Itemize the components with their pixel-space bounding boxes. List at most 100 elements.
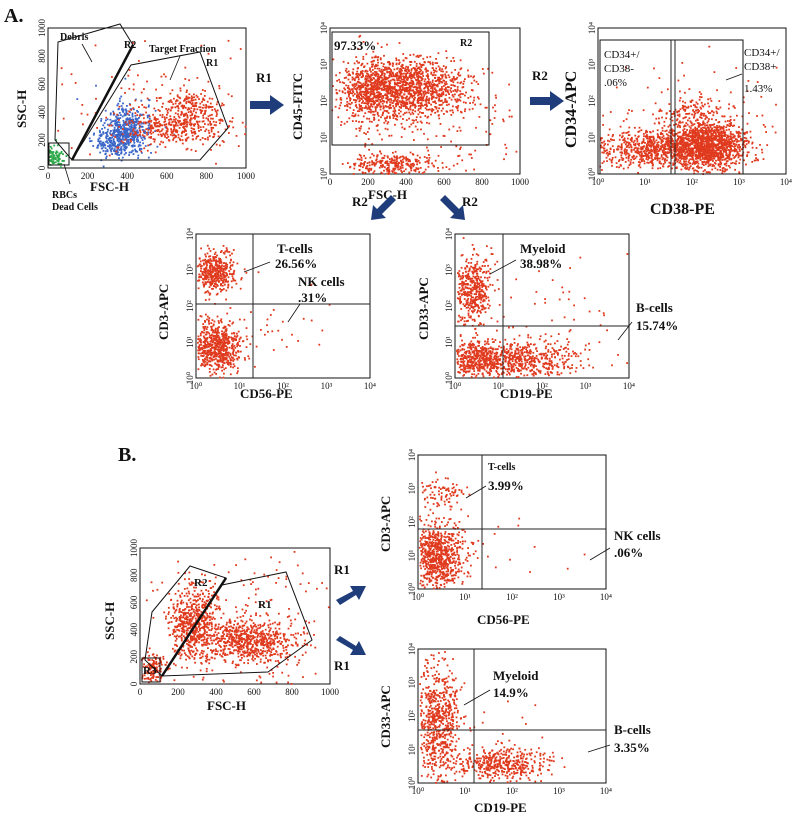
data-point [726,155,729,157]
data-point [371,153,374,155]
data-point [739,132,742,135]
data-point [415,73,418,76]
data-point [357,86,360,88]
data-point [682,163,685,165]
data-point [459,129,462,132]
data-point [415,167,418,169]
data-point [115,115,117,118]
data-point [470,89,473,91]
data-point [702,112,704,115]
data-point [400,81,403,83]
data-point [368,127,370,130]
data-point [376,80,378,82]
data-point [230,95,233,98]
data-point [347,90,349,93]
data-point [209,106,211,108]
data-point [440,70,443,73]
data-point [192,110,195,113]
data-point [694,169,697,172]
data-point [114,129,117,132]
data-point [169,109,172,112]
data-point [707,155,710,158]
data-point [721,132,723,135]
data-point [130,109,133,111]
data-point [705,155,708,157]
data-point [671,137,673,140]
data-point [74,82,77,84]
data-point [389,117,391,119]
data-point [131,132,134,134]
data-point [184,129,187,132]
data-point [389,103,392,106]
data-point [360,86,363,88]
x-tick-label: 400 [399,177,413,187]
data-point [411,104,414,107]
data-point [62,117,65,120]
data-point [384,69,386,71]
data-point [438,97,441,100]
data-point [420,121,423,124]
data-point [380,171,383,174]
data-point [736,151,739,154]
data-point [54,156,57,159]
data-point [366,98,369,100]
data-point [398,112,400,115]
data-point [379,150,382,153]
data-point [170,99,172,102]
data-point [415,159,417,162]
data-point [364,86,367,89]
data-point [452,164,455,167]
data-point [721,170,724,173]
data-point [424,92,427,95]
data-point [737,146,739,149]
data-point [381,102,384,105]
data-point [457,105,460,107]
data-point [391,157,393,160]
data-point [174,118,177,120]
data-point [395,162,397,165]
data-point [414,170,417,173]
data-point [715,154,718,157]
data-point [409,54,412,56]
data-point [377,77,380,79]
data-point [116,104,119,107]
data-point [416,87,418,89]
data-point [386,172,389,175]
data-point [100,147,103,150]
data-point [168,118,170,121]
data-point [244,125,247,128]
data-point [215,143,218,146]
data-point [126,105,128,107]
data-point [470,157,473,159]
data-point [136,114,139,117]
data-point [645,158,648,160]
data-point [106,150,109,153]
data-point [368,148,370,151]
data-point [165,108,168,110]
data-point [213,124,216,126]
data-point [719,128,722,131]
data-point [65,155,68,157]
data-point [231,117,234,119]
data-point [227,39,230,42]
data-point [401,83,404,86]
data-point [694,155,697,158]
data-point [696,146,699,149]
data-point [701,137,703,139]
data-point [348,88,351,90]
data-point [136,118,139,120]
data-point [139,120,142,123]
data-point [181,130,184,133]
data-point [434,74,437,77]
data-point [165,116,168,119]
data-point [712,149,715,151]
data-point [115,136,118,138]
data-point [398,156,401,159]
data-point [360,156,363,159]
data-point [698,132,700,134]
data-point [176,130,179,132]
data-point [140,125,142,128]
data-point [166,127,168,130]
data-point [150,130,152,132]
data-point [355,56,358,58]
